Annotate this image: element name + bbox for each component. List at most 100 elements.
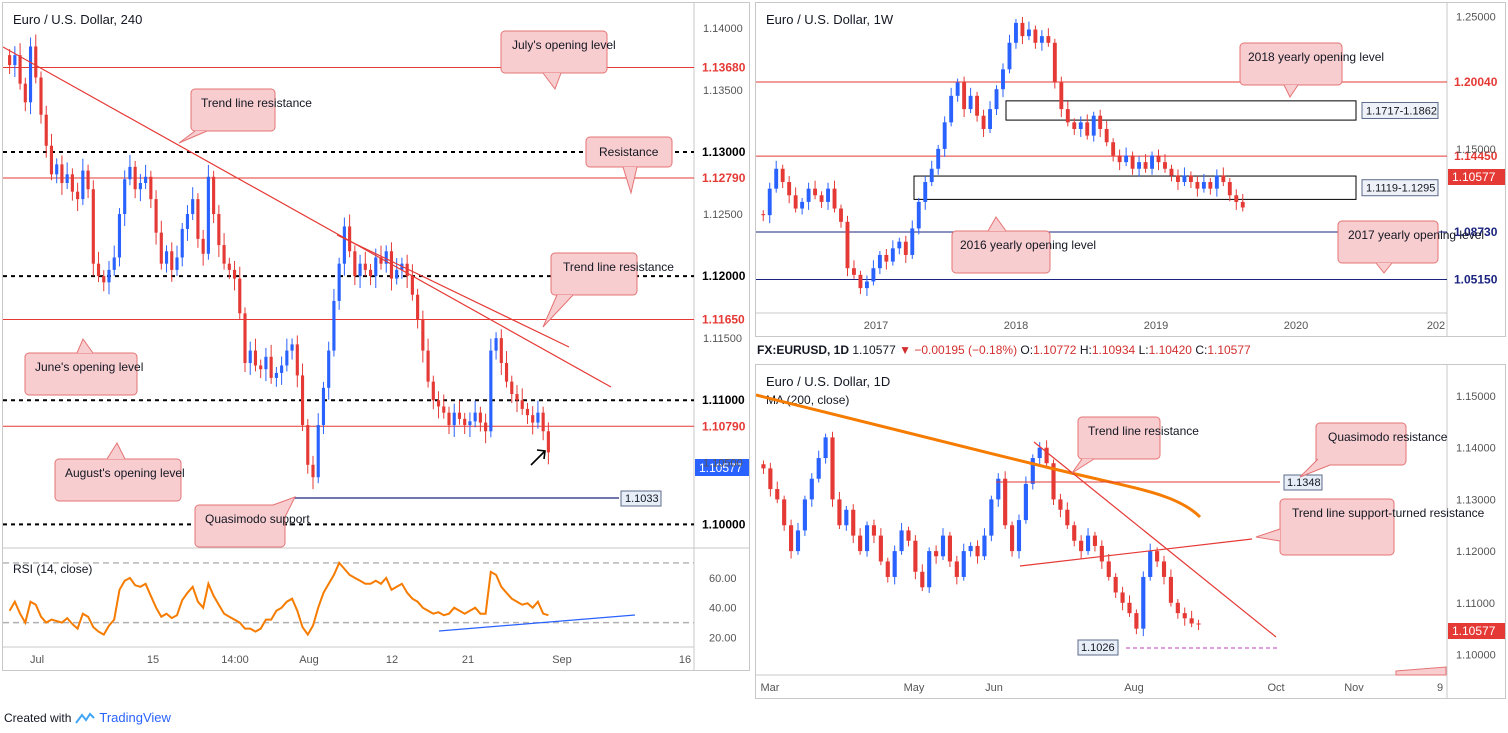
tradingview-logo-icon [75,711,96,724]
candle [892,545,897,585]
chart-1w-background [756,3,1505,336]
candle [1127,595,1132,617]
candle [871,519,877,544]
chart-1d-canvas[interactable]: Euro / U.S. Dollar, 1D MA (200, close) 1… [755,365,1505,698]
candle [175,245,179,276]
created-with-text: Created with [4,710,72,725]
candle [1065,502,1070,529]
candle [1098,109,1103,137]
x-tick-label: 202 [1427,320,1445,332]
candle [802,495,807,537]
candle [1104,121,1109,147]
chart-1w-canvas[interactable]: Euro / U.S. Dollar, 1W 1.20040 1.14450 1.0… [756,3,1505,336]
candle [546,422,550,465]
candle [416,288,420,329]
svg-text:Resistance: Resistance [599,145,659,159]
candle [39,71,43,124]
candle [65,162,69,189]
level-label: 1.14450 [1454,149,1498,163]
candle [1026,21,1031,41]
annotation-trend-line-support-turned-resistance: Trend line support-turned resistance [1255,498,1485,556]
rsi-trend-line[interactable] [438,614,636,632]
current-price-text: 1.10577 [1452,624,1496,638]
candle [253,338,258,372]
candle [767,182,772,224]
trend-line-resistance-short[interactable] [336,234,570,348]
svg-text:Trend line resistance: Trend line resistance [201,96,312,110]
x-tick-label: 2017 [864,320,888,332]
svg-text:2017 yearly opening level: 2017 yearly opening level [1348,228,1484,242]
level-tag [695,143,749,160]
current-price-text: 1.10577 [699,461,743,475]
low-label: L: [1138,343,1149,357]
candle [457,400,462,425]
level-tag [695,59,749,76]
candle [76,182,80,212]
trend-line-support-turned-resistance[interactable] [1019,538,1253,567]
candle [1163,154,1167,173]
chart-panel-1w[interactable]: Euro / U.S. Dollar, 1W 1.20040 1.14450 1.0… [755,2,1506,337]
candle [761,210,766,222]
y-tick-label: 1.12000 [1456,546,1496,558]
chart-panel-240[interactable]: Euro / U.S. Dollar, 240 1.13680 1.13000 1.… [2,2,750,671]
candle [1111,138,1116,162]
level-label: 1.11650 [702,313,745,327]
candle [70,168,74,201]
zone-box[interactable] [1005,100,1357,121]
annotation-junes-opening-level: June's opening level [24,337,143,396]
open-value: 1.10772 [1033,343,1077,357]
y-tick-label: 1.13000 [1456,494,1496,506]
candle [927,547,932,593]
y-tick-label: 1.14000 [1456,443,1496,455]
candle [920,564,925,592]
trend-line-resistance[interactable] [1033,441,1277,638]
candle [844,506,849,531]
support-value-tag [620,490,662,507]
zone-tag [1361,101,1439,119]
candle [916,197,921,235]
candle [913,535,918,580]
candle [923,176,928,210]
level-label: 1.12790 [702,171,746,185]
candle [1046,28,1051,47]
zone-box[interactable] [913,175,1357,200]
candle [858,528,863,555]
candle [473,400,477,428]
candle [885,557,890,583]
candle [1039,30,1044,51]
candle [1044,440,1049,467]
candle [1150,151,1154,175]
level-label: 1.12000 [702,269,746,283]
trend-line-resistance-long[interactable] [2,46,612,388]
candle [1240,193,1245,212]
candle [761,460,766,474]
candle [421,310,425,363]
zone-label: 1.1119-1.1295 [1366,183,1435,195]
candle [832,180,837,213]
candle [133,160,137,199]
tradingview-brand[interactable]: TradingView [99,710,171,725]
candle [962,76,967,118]
candle [442,394,446,419]
candle [316,413,320,484]
candle [295,335,299,388]
candle [358,254,362,289]
zone-label: 1.1717-1.1862 [1366,105,1437,117]
x-tick-label: 2020 [1284,320,1308,332]
candle [1221,167,1226,186]
svg-text:Trend line resistance: Trend line resistance [563,260,674,274]
x-tick-label: Aug [299,654,319,666]
x-tick-label: Jun [985,682,1003,694]
ma-200-line [755,393,1202,519]
candle [431,375,435,410]
candle [789,519,794,559]
candle [940,528,946,560]
chart-panel-1d[interactable]: Euro / U.S. Dollar, 1D MA (200, close) 1… [755,364,1506,699]
candle [1010,521,1015,557]
candle [1003,471,1008,529]
candle [1079,535,1084,559]
rsi-tick-label: 20.00 [709,633,737,645]
chart-240-canvas[interactable]: Euro / U.S. Dollar, 240 1.13680 1.13000 1.… [2,3,749,670]
candle [1106,553,1111,581]
candle [989,495,994,542]
